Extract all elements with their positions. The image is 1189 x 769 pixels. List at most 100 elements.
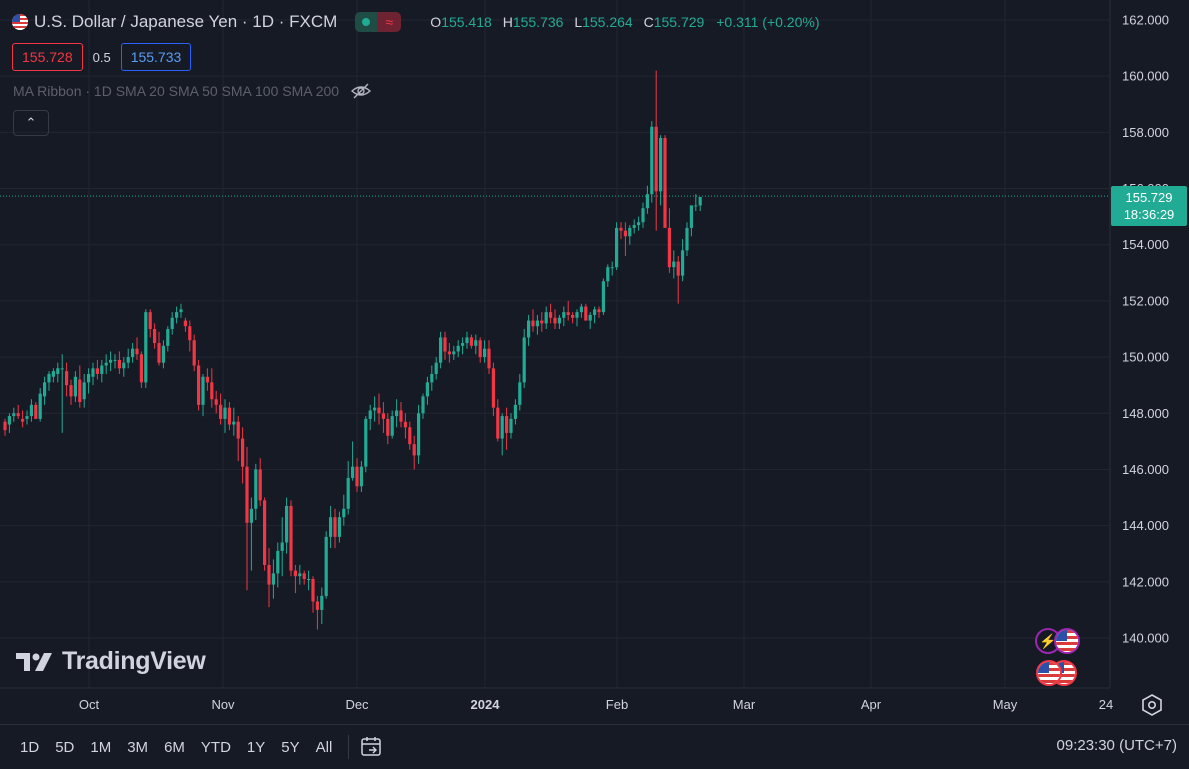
- candle-body: [47, 373, 51, 383]
- symbol-title[interactable]: U.S. Dollar / Japanese Yen · 1D · FXCM: [34, 12, 338, 31]
- candle-body: [447, 351, 451, 355]
- candle: [65, 362, 69, 397]
- candle-body: [421, 396, 425, 414]
- candle: [377, 393, 381, 425]
- candle-body: [135, 348, 139, 355]
- candle: [254, 463, 258, 521]
- candle-body: [249, 508, 253, 523]
- candle: [227, 402, 231, 431]
- date-range-icon[interactable]: [359, 735, 385, 759]
- candle-body: [443, 337, 447, 352]
- candle: [399, 402, 403, 428]
- eye-off-icon[interactable]: [351, 83, 372, 99]
- price-tick-label: 140.000: [1122, 631, 1169, 646]
- candle: [144, 309, 148, 388]
- candle-body: [276, 550, 280, 574]
- candle-body: [179, 309, 183, 313]
- candle-body: [500, 416, 504, 439]
- candle: [659, 135, 663, 206]
- market-status-icon[interactable]: ≈: [355, 12, 402, 32]
- candle-body: [628, 227, 632, 237]
- range-ytd-button[interactable]: YTD: [200, 738, 231, 756]
- candle-body: [293, 570, 297, 577]
- candle: [122, 357, 126, 377]
- candle-body: [571, 314, 575, 318]
- bottom-toolbar: 1D 5D 1M 3M 6M YTD 1Y 5Y All: [0, 724, 1189, 769]
- candle: [175, 306, 179, 324]
- range-5y-button[interactable]: 5Y: [281, 738, 300, 756]
- price-chart[interactable]: 162.000160.000158.000156.000154.000152.0…: [0, 0, 1189, 724]
- candle: [131, 343, 135, 363]
- candle: [100, 359, 104, 383]
- candle-body: [227, 407, 231, 425]
- candle: [483, 340, 487, 363]
- candle-body: [315, 601, 319, 610]
- range-5d-button[interactable]: 5D: [55, 738, 75, 756]
- candle: [531, 309, 535, 332]
- candle: [43, 376, 47, 405]
- candle: [584, 303, 588, 321]
- candle-body: [593, 309, 597, 315]
- range-all-button[interactable]: All: [315, 738, 333, 756]
- candle: [491, 362, 495, 417]
- candle-body: [166, 329, 170, 346]
- candle-body: [34, 404, 38, 419]
- time-axis: Oct Nov Dec 2024 Feb Mar Apr May 24: [79, 697, 1113, 712]
- range-6m-button[interactable]: 6M: [164, 738, 185, 756]
- time-tick-label: Dec: [345, 697, 369, 712]
- candle-body: [469, 337, 473, 346]
- candle-body: [540, 320, 544, 324]
- price-tick-label: 146.000: [1122, 462, 1169, 477]
- range-1m-button[interactable]: 1M: [90, 738, 112, 756]
- candle: [487, 340, 491, 374]
- candle-body: [302, 573, 306, 580]
- candle: [126, 348, 130, 369]
- candle-body: [117, 359, 121, 369]
- candle: [139, 351, 143, 388]
- candle-body: [496, 407, 500, 439]
- candle-body: [610, 267, 614, 269]
- timezone-clock[interactable]: 09:23:30 (UTC+7): [1056, 737, 1177, 754]
- candle: [513, 399, 517, 425]
- sell-price-button[interactable]: 155.728: [12, 43, 83, 71]
- candle: [346, 461, 350, 515]
- candle-body: [676, 261, 680, 276]
- candle: [82, 373, 86, 408]
- close-value: 155.729: [653, 14, 705, 30]
- range-3m-button[interactable]: 3M: [127, 738, 149, 756]
- buy-price-button[interactable]: 155.733: [120, 43, 192, 71]
- candle-body: [170, 317, 174, 329]
- indicator-legend[interactable]: MA Ribbon · 1D SMA 20 SMA 50 SMA 100 SMA…: [13, 83, 372, 99]
- candle: [373, 396, 377, 422]
- range-1d-button[interactable]: 1D: [20, 738, 40, 756]
- event-marker-us-flag[interactable]: [1054, 628, 1080, 654]
- candle-body: [78, 379, 82, 403]
- candle-body: [258, 469, 262, 501]
- event-marker-us-flag[interactable]: [1036, 660, 1062, 686]
- tradingview-logo[interactable]: TradingView: [16, 647, 206, 676]
- candle: [355, 458, 359, 492]
- collapse-legend-button[interactable]: ⌃: [13, 110, 49, 136]
- candle: [549, 303, 553, 324]
- candle: [87, 368, 91, 394]
- range-1y-button[interactable]: 1Y: [246, 738, 266, 756]
- candle-body: [478, 340, 482, 358]
- candle-body: [289, 505, 293, 571]
- candle-body: [641, 208, 645, 223]
- gear-icon[interactable]: [1140, 694, 1164, 716]
- market-open-icon: [355, 12, 378, 32]
- candle: [241, 427, 245, 484]
- bid-ask-row: 155.728 0.5 155.733: [12, 43, 192, 71]
- candle-body: [271, 573, 275, 585]
- time-tick-label: Mar: [733, 697, 756, 712]
- price-tick-label: 142.000: [1122, 574, 1169, 589]
- candle-body: [566, 312, 570, 315]
- candle: [29, 399, 33, 422]
- candle: [60, 354, 64, 433]
- candle: [210, 368, 214, 408]
- us-flag-icon: [12, 14, 28, 30]
- candle: [166, 326, 170, 352]
- candle: [56, 362, 60, 383]
- candle: [135, 337, 139, 360]
- candle-body: [60, 368, 64, 370]
